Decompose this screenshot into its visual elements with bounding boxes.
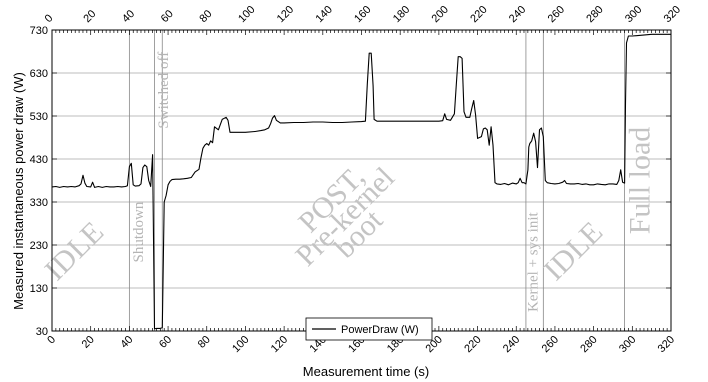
legend-label: PowerDraw (W)	[341, 324, 419, 336]
y-tick-label: 230	[30, 240, 48, 252]
phase-label: Full load	[624, 127, 657, 235]
y-tick-label: 530	[30, 111, 48, 123]
phase-label: Switched off	[156, 52, 172, 129]
legend: PowerDraw (W)	[305, 317, 433, 341]
y-tick-labels: 30 130 230 330 430 530 630 730	[30, 25, 48, 338]
y-tick-label: 430	[30, 154, 48, 166]
grid-lines	[52, 72, 671, 289]
y-tick-label: 130	[30, 283, 48, 295]
x-axis-label: Measurement time (s)	[303, 364, 429, 379]
y-tick-label: 730	[30, 25, 48, 37]
y-tick-label: 330	[30, 197, 48, 209]
phase-label: Kernel + sys init	[526, 212, 542, 313]
y-tick-label: 630	[30, 68, 48, 80]
series-line-powerdraw	[51, 33, 671, 330]
legend-box	[305, 317, 433, 341]
y-tick-label: 30	[36, 326, 48, 338]
y-axis-label: Measured instantaneous power draw (W)	[11, 72, 26, 310]
phase-label: Shutdown	[131, 201, 147, 262]
